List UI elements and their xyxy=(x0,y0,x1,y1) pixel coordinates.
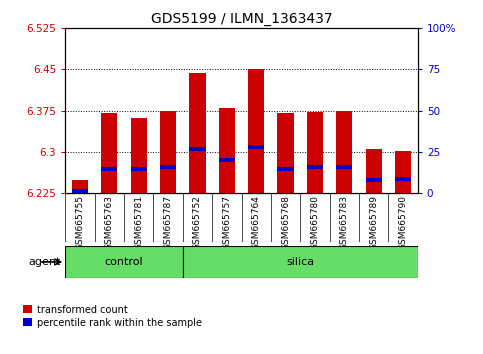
Bar xyxy=(72,189,88,193)
Text: GSM665768: GSM665768 xyxy=(281,195,290,250)
Bar xyxy=(183,246,418,278)
Bar xyxy=(189,147,205,151)
Text: GSM665755: GSM665755 xyxy=(75,195,85,250)
Text: GSM665780: GSM665780 xyxy=(311,195,319,250)
Bar xyxy=(160,165,176,169)
Bar xyxy=(336,110,353,193)
Bar xyxy=(248,69,264,193)
Legend: transformed count, percentile rank within the sample: transformed count, percentile rank withi… xyxy=(19,301,206,332)
Title: GDS5199 / ILMN_1363437: GDS5199 / ILMN_1363437 xyxy=(151,12,332,26)
Bar xyxy=(130,118,147,193)
Text: GSM665757: GSM665757 xyxy=(222,195,231,250)
Bar xyxy=(160,110,176,193)
Text: GSM665787: GSM665787 xyxy=(164,195,172,250)
Text: GSM665752: GSM665752 xyxy=(193,195,202,250)
Bar xyxy=(336,165,353,169)
Bar xyxy=(130,167,147,171)
Bar xyxy=(395,177,411,181)
Bar xyxy=(219,158,235,162)
Bar xyxy=(101,167,117,171)
Bar xyxy=(219,108,235,193)
Text: GSM665789: GSM665789 xyxy=(369,195,378,250)
Text: control: control xyxy=(105,257,143,267)
Text: GSM665790: GSM665790 xyxy=(398,195,408,250)
Text: GSM665783: GSM665783 xyxy=(340,195,349,250)
Text: GSM665781: GSM665781 xyxy=(134,195,143,250)
Bar xyxy=(248,145,264,149)
Bar xyxy=(307,165,323,169)
Text: GSM665764: GSM665764 xyxy=(252,195,261,250)
Text: agent: agent xyxy=(28,257,60,267)
Bar xyxy=(278,113,294,193)
Bar xyxy=(366,178,382,182)
Bar xyxy=(65,246,183,278)
Bar xyxy=(189,73,205,193)
Text: silica: silica xyxy=(286,257,314,267)
Bar xyxy=(101,113,117,193)
Bar xyxy=(366,149,382,193)
Bar xyxy=(278,167,294,171)
Text: GSM665763: GSM665763 xyxy=(105,195,114,250)
Bar xyxy=(307,112,323,193)
Bar xyxy=(395,151,411,193)
Bar xyxy=(72,180,88,193)
